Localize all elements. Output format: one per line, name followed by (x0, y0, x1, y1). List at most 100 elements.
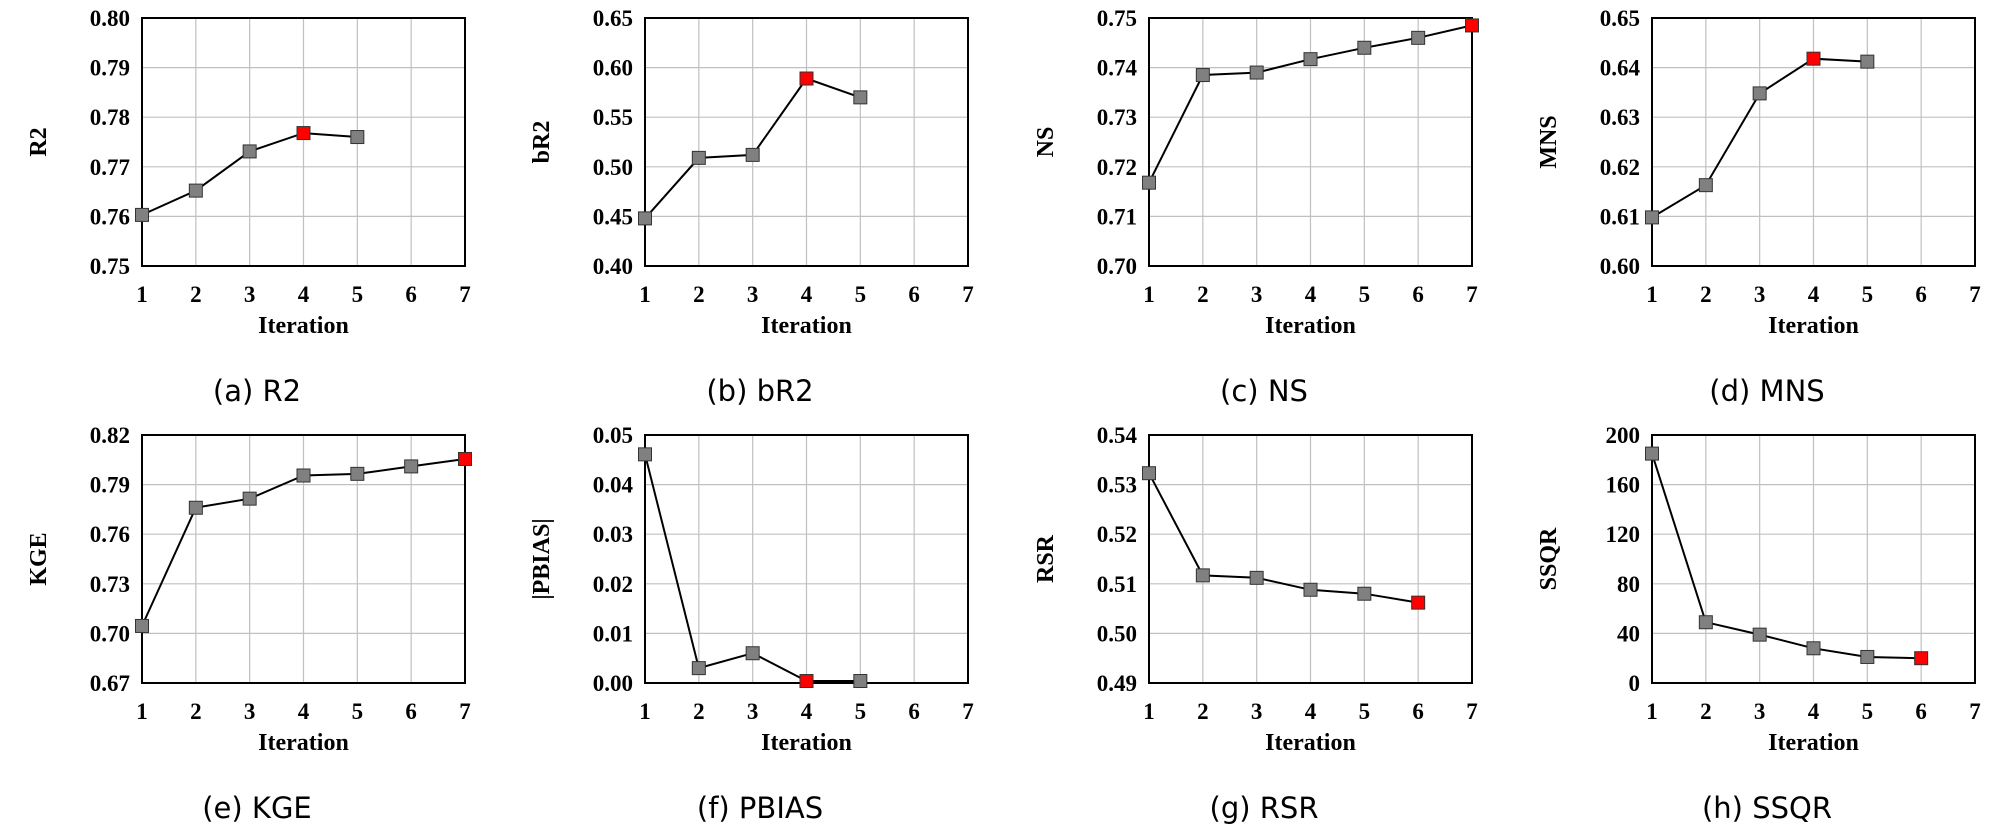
data-point (745, 147, 760, 162)
y-tick-label: 0.51 (1097, 572, 1137, 597)
y-tick-label: 0.75 (90, 254, 130, 279)
data-point (242, 491, 257, 506)
x-axis-title: Iteration (761, 730, 852, 756)
x-tick-label: 1 (639, 699, 651, 724)
data-point (1195, 68, 1210, 83)
x-tick-label: 1 (136, 699, 148, 724)
plot-frame (141, 434, 466, 684)
x-tick-label: 1 (136, 282, 148, 307)
x-axis-title: Iteration (1265, 730, 1356, 756)
x-tick-label: 3 (747, 699, 759, 724)
y-tick-label: 160 (1606, 473, 1641, 498)
subplot-caption: (b) bR2 (706, 374, 813, 408)
data-point (135, 207, 149, 222)
x-tick-label: 1 (1646, 699, 1658, 724)
x-tick-label: 4 (1808, 699, 1820, 724)
x-axis-title: Iteration (1768, 313, 1859, 339)
data-point (1303, 582, 1318, 597)
y-tick-label: 0.65 (593, 6, 633, 31)
y-tick-label: 0.64 (1600, 56, 1641, 81)
highlight-point (458, 451, 472, 466)
data-point (745, 646, 760, 661)
y-tick-label: 0.74 (1097, 56, 1138, 81)
y-tick-label: 0.82 (90, 423, 130, 448)
x-tick-label: 7 (962, 282, 974, 307)
x-tick-label: 2 (1700, 699, 1712, 724)
y-tick-label: 0.00 (593, 671, 633, 696)
chart-panel: 0.70 0.71 0.72 0.73 0.74 0.75 1 2 3 4 5 6 7 Iteration… (1033, 6, 1479, 408)
y-tick-label: 0.72 (1097, 155, 1137, 180)
x-tick-label: 2 (190, 282, 202, 307)
data-point (350, 130, 365, 145)
data-point (188, 500, 203, 515)
data-point (1752, 627, 1767, 642)
y-tick-label: 0.03 (593, 522, 633, 547)
x-tick-label: 2 (1700, 282, 1712, 307)
y-axis-title: MNS (1536, 115, 1562, 168)
chart-panel: 0.67 0.70 0.73 0.76 0.79 0.82 1 2 3 4 5 6 7 Iteration… (26, 423, 472, 825)
x-tick-label: 6 (1412, 699, 1424, 724)
x-tick-label: 2 (190, 699, 202, 724)
y-tick-label: 0.53 (1097, 473, 1137, 498)
x-tick-label: 1 (1646, 282, 1658, 307)
data-point (1411, 30, 1426, 45)
chart-panel: 0.75 0.76 0.77 0.78 0.79 0.80 1 2 3 4 5 6 7 Iteration… (26, 6, 471, 408)
y-tick-label: 0.02 (593, 572, 633, 597)
plot-frame (1651, 434, 1976, 684)
x-axis-title: Iteration (1265, 313, 1356, 339)
x-tick-label: 7 (962, 699, 974, 724)
chart-panel: 0.40 0.45 0.50 0.55 0.60 0.65 1 2 3 4 5 6 7 Iteration… (529, 6, 974, 408)
x-tick-label: 3 (1251, 699, 1263, 724)
y-tick-label: 0.76 (90, 522, 130, 547)
data-point (1698, 615, 1713, 630)
x-tick-label: 4 (1305, 699, 1317, 724)
y-tick-label: 0.60 (1600, 254, 1640, 279)
data-point (1195, 568, 1210, 583)
plot-frame (1651, 17, 1976, 267)
y-tick-label: 0.77 (90, 155, 130, 180)
x-tick-label: 3 (244, 699, 256, 724)
series-line (1148, 472, 1419, 604)
y-axis-title: KGE (26, 532, 52, 585)
data-point (1142, 466, 1156, 481)
x-tick-label: 4 (298, 282, 310, 307)
data-point (1142, 175, 1156, 190)
plot-frame (644, 17, 969, 267)
y-tick-label: 0.50 (593, 155, 633, 180)
y-tick-label: 0 (1629, 671, 1641, 696)
x-tick-label: 4 (1808, 282, 1820, 307)
x-tick-label: 6 (1412, 282, 1424, 307)
x-tick-label: 7 (1466, 282, 1478, 307)
x-tick-label: 6 (405, 282, 417, 307)
y-axis-title: SSQR (1536, 527, 1562, 590)
x-tick-label: 5 (1359, 699, 1371, 724)
x-tick-label: 5 (1862, 699, 1874, 724)
x-tick-label: 6 (908, 699, 920, 724)
data-point (1645, 446, 1659, 461)
x-axis-title: Iteration (258, 730, 349, 756)
x-tick-label: 4 (801, 699, 813, 724)
data-point (1249, 65, 1264, 80)
y-tick-label: 0.05 (593, 423, 633, 448)
y-tick-label: 0.52 (1097, 522, 1137, 547)
chart-panel: 0 40 80 120 160 200 1 2 3 4 5 6 7 Iteration SSQR (h) SS… (1536, 423, 1981, 825)
data-point (638, 447, 652, 462)
y-axis-title: RSR (1033, 534, 1059, 583)
highlight-point (799, 674, 814, 689)
x-tick-label: 3 (1251, 282, 1263, 307)
data-point (1303, 52, 1318, 67)
x-tick-label: 2 (1197, 282, 1209, 307)
y-tick-label: 0.55 (593, 105, 633, 130)
data-point (350, 466, 365, 481)
y-tick-label: 0.73 (1097, 105, 1137, 130)
x-tick-label: 7 (459, 282, 471, 307)
data-point (1860, 54, 1875, 69)
y-tick-label: 0.78 (90, 105, 130, 130)
x-tick-label: 5 (1862, 282, 1874, 307)
data-point (691, 150, 706, 165)
plot-frame (1148, 434, 1473, 684)
data-point (188, 183, 203, 198)
x-tick-label: 6 (405, 699, 417, 724)
y-axis-title: bR2 (529, 121, 555, 164)
